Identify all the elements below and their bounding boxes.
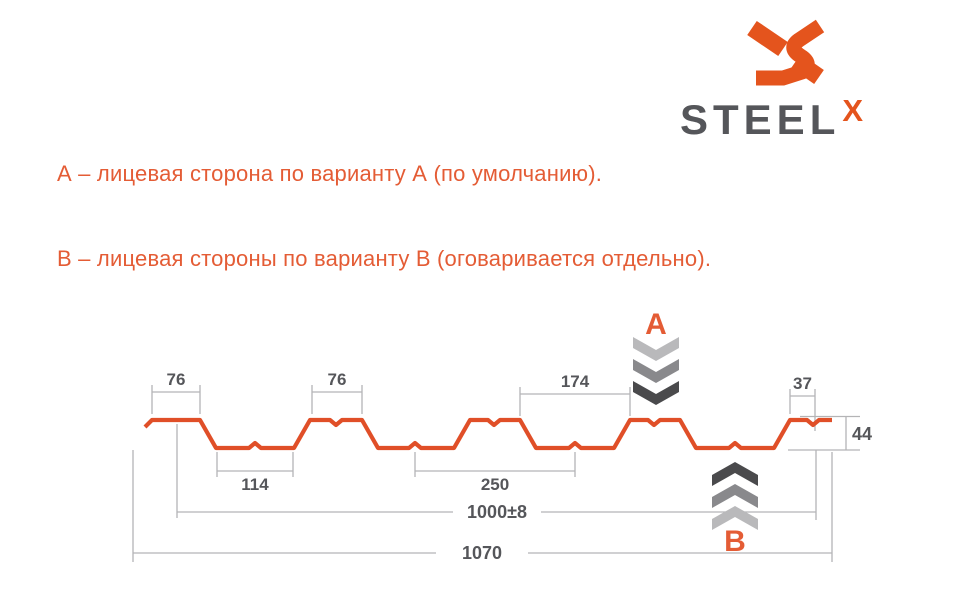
dim-label-valley1_width: 114 <box>241 475 269 494</box>
dim-label-edge_crest: 37 <box>793 374 812 393</box>
dim-label-crest1_width: 76 <box>167 370 186 389</box>
dim-label-height: 44 <box>852 424 872 444</box>
brand-sup-x: X <box>842 93 864 128</box>
marker-a-chevron-1 <box>633 337 679 361</box>
dim-label-rib_pitch: 250 <box>481 475 509 494</box>
marker-a-chevron-2 <box>633 359 679 383</box>
profile-outline <box>143 417 832 451</box>
dim-label-cover_width: 1000±8 <box>467 502 527 522</box>
steelx-x-icon <box>747 19 825 86</box>
marker-b-chevron-3 <box>712 506 758 530</box>
marker-b-chevron-1 <box>712 462 758 486</box>
brand-name: STEEL <box>680 96 841 143</box>
dim-label-crest_gap: 174 <box>561 372 590 391</box>
note-variant-a: А – лицевая сторона по варианту А (по ум… <box>57 161 603 186</box>
note-variant-b: В – лицевая стороны по варианту В (огова… <box>57 246 712 271</box>
marker-a-label: А <box>645 308 667 341</box>
logo-arm-top-left <box>747 20 788 57</box>
marker-b-label: В <box>724 525 746 558</box>
marker-a-chevron-3 <box>633 381 679 405</box>
marker-b-chevron-2 <box>712 484 758 508</box>
logo-ribbon <box>756 19 825 86</box>
steelx-logo: STEELX <box>680 16 920 144</box>
dim-label-total_width: 1070 <box>462 543 502 563</box>
dim-label-crest2_width: 76 <box>328 370 347 389</box>
